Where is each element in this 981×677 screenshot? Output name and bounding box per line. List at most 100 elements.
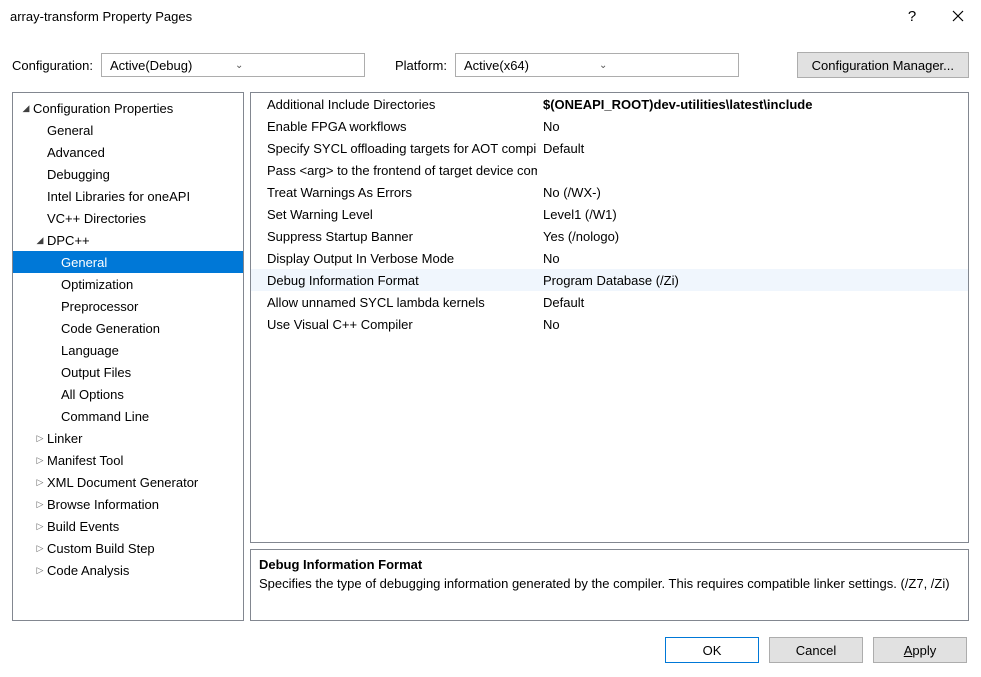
tree-item[interactable]: Linker bbox=[13, 427, 243, 449]
tree-item[interactable]: DPC++ bbox=[13, 229, 243, 251]
property-row[interactable]: Enable FPGA workflowsNo bbox=[251, 115, 968, 137]
property-name: Set Warning Level bbox=[251, 207, 537, 222]
tree-item-label: Browse Information bbox=[47, 497, 159, 512]
expander-icon[interactable] bbox=[33, 433, 47, 444]
expander-icon[interactable] bbox=[33, 235, 47, 246]
tree-item[interactable]: Output Files bbox=[13, 361, 243, 383]
platform-value: Active(x64) bbox=[464, 58, 595, 73]
expander-icon[interactable] bbox=[33, 477, 47, 488]
property-value: No bbox=[537, 251, 968, 266]
close-button[interactable] bbox=[935, 0, 981, 32]
property-value: No (/WX-) bbox=[537, 185, 968, 200]
property-value: Default bbox=[537, 295, 968, 310]
help-button[interactable]: ? bbox=[889, 0, 935, 32]
property-name: Suppress Startup Banner bbox=[251, 229, 537, 244]
tree-item-label: Output Files bbox=[61, 365, 131, 380]
description-text: Specifies the type of debugging informat… bbox=[259, 575, 960, 593]
tree-item[interactable]: Optimization bbox=[13, 273, 243, 295]
tree-item-label: Optimization bbox=[61, 277, 133, 292]
property-name: Allow unnamed SYCL lambda kernels bbox=[251, 295, 537, 310]
platform-label: Platform: bbox=[395, 58, 447, 73]
tree-item[interactable]: General bbox=[13, 251, 243, 273]
property-row[interactable]: Debug Information FormatProgram Database… bbox=[251, 269, 968, 291]
close-icon bbox=[952, 10, 964, 22]
property-value: No bbox=[537, 119, 968, 134]
expander-icon[interactable] bbox=[33, 499, 47, 510]
property-row[interactable]: Additional Include Directories$(ONEAPI_R… bbox=[251, 93, 968, 115]
tree-item-label: General bbox=[47, 123, 93, 138]
tree-item[interactable]: All Options bbox=[13, 383, 243, 405]
property-grid[interactable]: Additional Include Directories$(ONEAPI_R… bbox=[250, 92, 969, 543]
ok-button[interactable]: OK bbox=[665, 637, 759, 663]
property-name: Pass <arg> to the frontend of target dev… bbox=[251, 163, 537, 178]
tree-item[interactable]: Code Analysis bbox=[13, 559, 243, 581]
tree-item-label: Code Generation bbox=[61, 321, 160, 336]
tree-item[interactable]: Advanced bbox=[13, 141, 243, 163]
property-row[interactable]: Set Warning LevelLevel1 (/W1) bbox=[251, 203, 968, 225]
expander-icon[interactable] bbox=[33, 565, 47, 576]
property-name: Treat Warnings As Errors bbox=[251, 185, 537, 200]
tree-item-label: XML Document Generator bbox=[47, 475, 198, 490]
description-title: Debug Information Format bbox=[259, 556, 960, 574]
property-row[interactable]: Treat Warnings As ErrorsNo (/WX-) bbox=[251, 181, 968, 203]
tree-item-label: Build Events bbox=[47, 519, 119, 534]
property-row[interactable]: Pass <arg> to the frontend of target dev… bbox=[251, 159, 968, 181]
tree-item[interactable]: VC++ Directories bbox=[13, 207, 243, 229]
toolbar: Configuration: Active(Debug) ⌄ Platform:… bbox=[0, 32, 981, 92]
property-row[interactable]: Suppress Startup BannerYes (/nologo) bbox=[251, 225, 968, 247]
property-name: Additional Include Directories bbox=[251, 97, 537, 112]
property-value: Level1 (/W1) bbox=[537, 207, 968, 222]
tree-item[interactable]: Intel Libraries for oneAPI bbox=[13, 185, 243, 207]
property-row[interactable]: Use Visual C++ CompilerNo bbox=[251, 313, 968, 335]
tree-item[interactable]: Build Events bbox=[13, 515, 243, 537]
footer: OK Cancel Apply bbox=[0, 629, 981, 677]
configuration-manager-button[interactable]: Configuration Manager... bbox=[797, 52, 969, 78]
property-value: No bbox=[537, 317, 968, 332]
property-value: Yes (/nologo) bbox=[537, 229, 968, 244]
main-area: Configuration Properties General Advanced… bbox=[0, 92, 981, 629]
tree-item[interactable]: Code Generation bbox=[13, 317, 243, 339]
tree-item[interactable]: General bbox=[13, 119, 243, 141]
expander-icon[interactable] bbox=[33, 521, 47, 532]
tree-item-label: Advanced bbox=[47, 145, 105, 160]
tree-item-label: Debugging bbox=[47, 167, 110, 182]
description-pane: Debug Information Format Specifies the t… bbox=[250, 549, 969, 621]
tree-item-label: General bbox=[61, 255, 107, 270]
property-name: Debug Information Format bbox=[251, 273, 537, 288]
tree-pane[interactable]: Configuration Properties General Advanced… bbox=[12, 92, 244, 621]
tree-item[interactable]: Manifest Tool bbox=[13, 449, 243, 471]
tree-item-label: Language bbox=[61, 343, 119, 358]
tree-item[interactable]: Debugging bbox=[13, 163, 243, 185]
expander-icon[interactable] bbox=[33, 543, 47, 554]
tree-root[interactable]: Configuration Properties bbox=[13, 97, 243, 119]
expander-icon[interactable] bbox=[19, 103, 33, 114]
tree-item-label: All Options bbox=[61, 387, 124, 402]
expander-icon[interactable] bbox=[33, 455, 47, 466]
property-row[interactable]: Display Output In Verbose ModeNo bbox=[251, 247, 968, 269]
tree-item-label: Custom Build Step bbox=[47, 541, 155, 556]
property-row[interactable]: Allow unnamed SYCL lambda kernelsDefault bbox=[251, 291, 968, 313]
tree-item[interactable]: Language bbox=[13, 339, 243, 361]
configuration-combo[interactable]: Active(Debug) ⌄ bbox=[101, 53, 365, 77]
property-value: Program Database (/Zi) bbox=[537, 273, 968, 288]
tree-item-label: Linker bbox=[47, 431, 82, 446]
tree-item-label: Intel Libraries for oneAPI bbox=[47, 189, 190, 204]
window-title: array-transform Property Pages bbox=[10, 9, 889, 24]
tree-item-label: VC++ Directories bbox=[47, 211, 146, 226]
property-name: Use Visual C++ Compiler bbox=[251, 317, 537, 332]
property-row[interactable]: Specify SYCL offloading targets for AOT … bbox=[251, 137, 968, 159]
tree-item-label: Command Line bbox=[61, 409, 149, 424]
tree-root-label: Configuration Properties bbox=[33, 101, 173, 116]
platform-combo[interactable]: Active(x64) ⌄ bbox=[455, 53, 739, 77]
cancel-button[interactable]: Cancel bbox=[769, 637, 863, 663]
property-value: Default bbox=[537, 141, 968, 156]
tree-item[interactable]: Browse Information bbox=[13, 493, 243, 515]
chevron-down-icon: ⌄ bbox=[231, 60, 360, 71]
apply-button[interactable]: Apply bbox=[873, 637, 967, 663]
property-value: $(ONEAPI_ROOT)dev-utilities\latest\inclu… bbox=[537, 97, 968, 112]
tree-item[interactable]: XML Document Generator bbox=[13, 471, 243, 493]
tree-item[interactable]: Custom Build Step bbox=[13, 537, 243, 559]
tree-item[interactable]: Command Line bbox=[13, 405, 243, 427]
tree-item[interactable]: Preprocessor bbox=[13, 295, 243, 317]
tree-item-label: DPC++ bbox=[47, 233, 90, 248]
